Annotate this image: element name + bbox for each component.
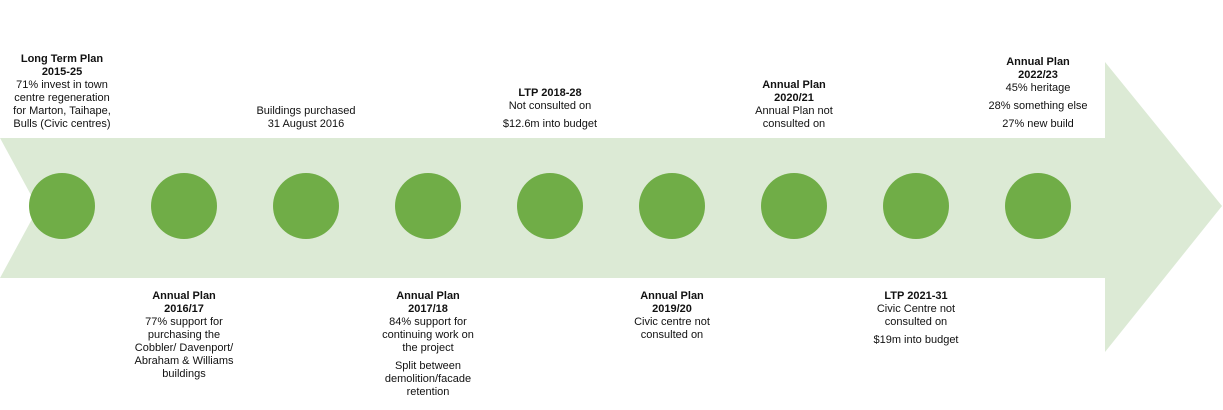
event: LTP 2018-28 Not consulted on $12.6m into b… xyxy=(498,87,602,131)
event: Annual Plan 2022/23 45% heritage 28% somet… xyxy=(986,56,1090,131)
circles xyxy=(29,173,1071,239)
event-text: 28% something else xyxy=(988,100,1088,112)
event-text: 77% support for purchasing the Cobbler/ … xyxy=(134,316,234,380)
event-text: Annual Plan not consulted on xyxy=(755,105,833,130)
event-text: Split between demolition/facade retentio… xyxy=(384,360,472,398)
event-text: 45% heritage xyxy=(1005,82,1071,94)
milestone-dot xyxy=(517,173,583,239)
event-title: Annual Plan 2022/23 xyxy=(1006,56,1070,81)
event-text: $12.6m into budget xyxy=(502,118,598,130)
event-title: LTP 2018-28 xyxy=(518,87,582,99)
event: Buildings purchased 31 August 2016 xyxy=(254,105,358,131)
event-title: Annual Plan 2019/20 xyxy=(640,290,704,315)
event-title: Long Term Plan 2015-25 xyxy=(20,53,104,78)
event-text: Civic centre not consulted on xyxy=(634,316,710,341)
event: Annual Plan 2017/18 84% support for conti… xyxy=(376,290,480,399)
event-text: $19m into budget xyxy=(873,334,959,346)
event: Long Term Plan 2015-25 71% invest in town… xyxy=(10,53,114,131)
milestone-dot xyxy=(761,173,827,239)
milestone-dot xyxy=(1005,173,1071,239)
milestone-dot xyxy=(639,173,705,239)
milestone-dot xyxy=(883,173,949,239)
milestone-dot xyxy=(395,173,461,239)
event-text: Buildings purchased 31 August 2016 xyxy=(256,105,356,130)
event-text: 84% support for continuing work on the p… xyxy=(382,316,474,354)
event-title: Annual Plan 2016/17 xyxy=(152,290,216,315)
event-title: Annual Plan 2020/21 xyxy=(762,79,826,104)
event-title: LTP 2021-31 xyxy=(884,290,948,302)
event: Annual Plan 2019/20 Civic centre not cons… xyxy=(620,290,724,342)
milestone-dot xyxy=(29,173,95,239)
event: Annual Plan 2020/21 Annual Plan not consu… xyxy=(742,79,846,131)
event-text: Civic Centre not consulted on xyxy=(876,303,956,328)
arrow xyxy=(0,62,1222,352)
milestone-dot xyxy=(151,173,217,239)
event-text: 27% new build xyxy=(1002,118,1074,130)
milestone-dot xyxy=(273,173,339,239)
event: Annual Plan 2016/17 77% support for purch… xyxy=(132,290,236,381)
event-title: Annual Plan 2017/18 xyxy=(396,290,460,315)
event-text: 71% invest in town centre regeneration f… xyxy=(13,79,111,130)
event-text: Not consulted on xyxy=(508,100,592,112)
event: LTP 2021-31 Civic Centre not consulted on… xyxy=(864,290,968,347)
